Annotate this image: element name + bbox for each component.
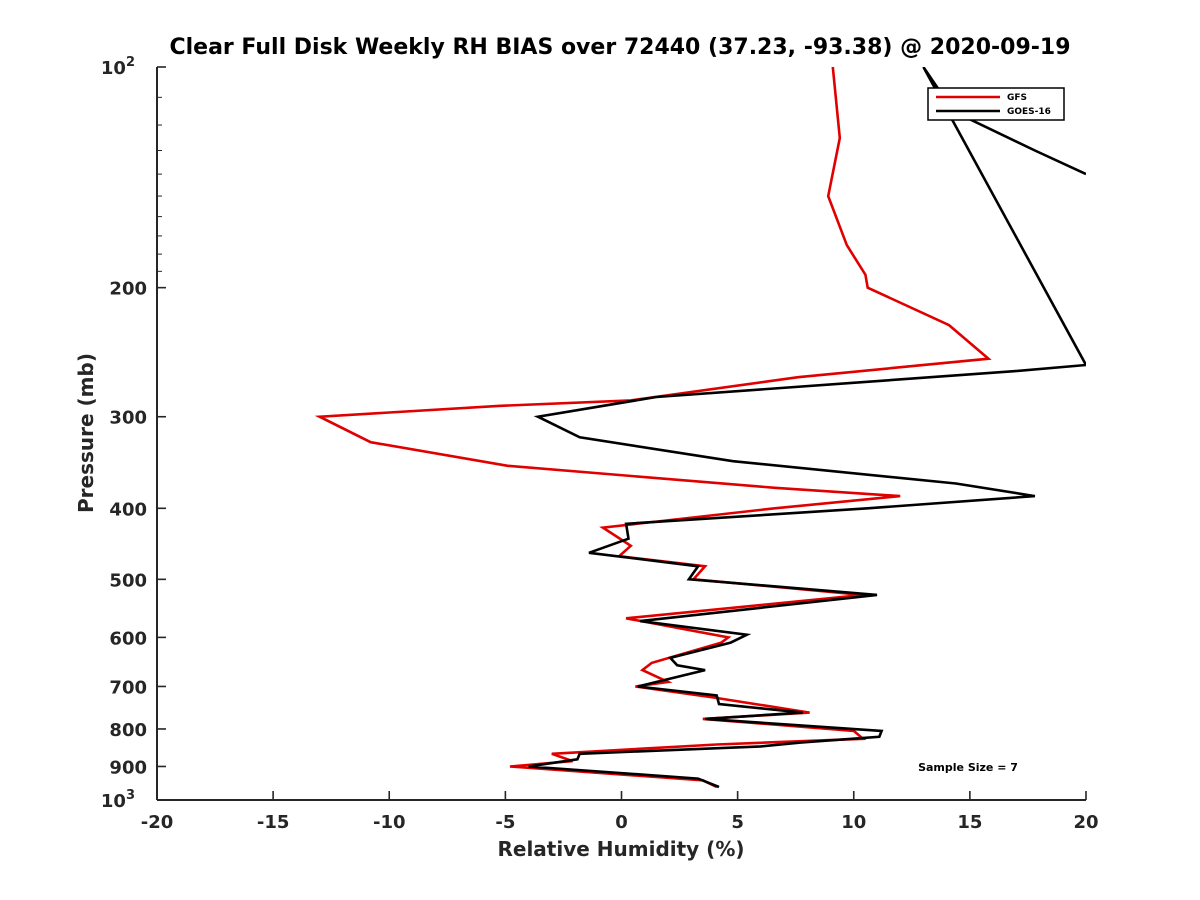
legend-label-goes-16: GOES-16 [1007,107,1051,117]
x-tick-label: -5 [495,812,515,833]
x-tick-label: -20 [141,812,174,833]
legend: GFS GOES-16 [927,87,1065,121]
y-tick-label: 800 [109,720,147,741]
x-tick-label: 20 [1073,812,1098,833]
y-tick-label: 500 [109,570,147,591]
y-tick-label: 300 [109,408,147,429]
y-tick-label: 200 [109,279,147,300]
y-tick-label: 400 [109,499,147,520]
x-tick-label: 10 [841,812,866,833]
y-tick-label: 900 [109,757,147,778]
legend-label-gfs: GFS [1007,93,1027,103]
x-tick-label: -15 [257,812,290,833]
series-layer [314,67,1086,789]
y-tick-label: 700 [109,677,147,698]
ticks-layer: -20 -15 -10 -5 0 5 10 15 20 102 200 300 400 500 600 700… [101,55,1099,833]
y-tick-label: 600 [109,628,147,649]
y-axis-title: Pressure (mb) [74,353,98,513]
x-tick-label: 15 [957,812,982,833]
series-line-gfs [314,67,992,789]
chart-title: Clear Full Disk Weekly RH BIAS over 7244… [169,35,1070,60]
x-axis-title: Relative Humidity (%) [497,837,744,861]
y-tick-label: 102 [101,55,135,79]
x-tick-label: -10 [373,812,406,833]
x-tick-label: 0 [615,812,628,833]
sample-size-note: Sample Size = 7 [918,761,1018,774]
x-tick-label: 5 [731,812,744,833]
series-line-goes-16 [528,67,1086,789]
y-tick-label: 103 [101,788,135,812]
legend-box [927,87,1065,121]
